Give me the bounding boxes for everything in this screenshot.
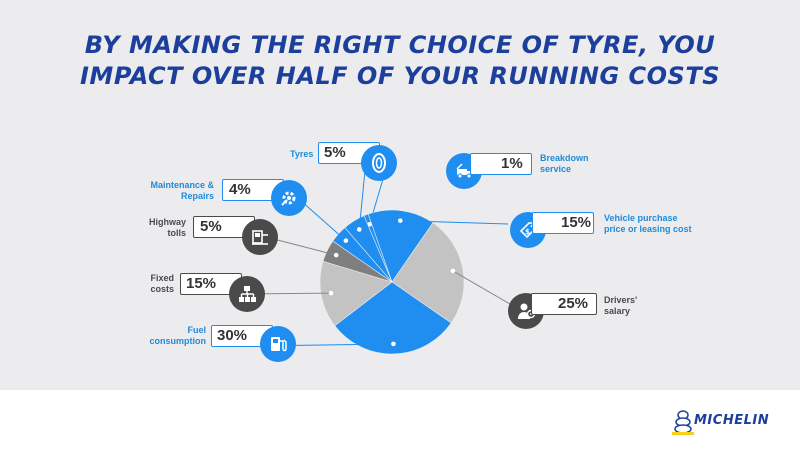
leader-line xyxy=(452,270,511,305)
pct-fixed: 15% xyxy=(186,275,217,292)
pie-slice-tyres xyxy=(344,215,393,283)
callout-drivers: 25% xyxy=(531,293,597,315)
brand-name: MICHELIN xyxy=(694,413,770,428)
callout-fixed: 15% xyxy=(180,273,242,295)
pct-fuel: 30% xyxy=(217,327,248,344)
pct-tolls: 5% xyxy=(200,218,222,235)
leader-dot xyxy=(356,227,362,232)
leader-dot xyxy=(391,341,396,347)
label-vehicle: Vehicle purchase price or leasing cost xyxy=(604,213,692,234)
label-tyres: Tyres xyxy=(290,149,314,159)
leader-dot xyxy=(397,218,403,223)
label-fuel: Fuel consumption xyxy=(149,325,207,346)
fuel-pump-icon xyxy=(260,326,296,362)
tyre-icon xyxy=(361,145,397,181)
leader-dot xyxy=(333,252,339,258)
bibendum-icon xyxy=(672,410,694,435)
leader-line xyxy=(400,220,509,225)
pie-slice-drivers-salary xyxy=(391,222,465,324)
pct-maintenance: 4% xyxy=(229,181,251,198)
callout-breakdown: 1% xyxy=(470,153,532,175)
pie-chart xyxy=(242,159,511,355)
callout-tolls: 5% xyxy=(193,216,255,238)
toll-booth-icon xyxy=(242,219,278,255)
svg-text:$: $ xyxy=(525,228,530,236)
hierarchy-icon xyxy=(229,276,265,312)
label-drivers: Drivers' salary xyxy=(604,295,638,316)
leader-dot xyxy=(367,221,372,227)
label-maintenance: Maintenance & Repairs xyxy=(150,180,214,201)
title-line-2: IMPACT OVER HALF OF YOUR RUNNING COSTS xyxy=(80,62,720,90)
pct-drivers: 25% xyxy=(558,295,589,312)
pie-slice-fixed-costs xyxy=(319,260,393,327)
gear-wrench-icon xyxy=(271,180,307,216)
callout-vehicle: 15% xyxy=(532,212,594,234)
pie-slice-fuel-consumption xyxy=(334,281,452,355)
title-line-1: BY MAKING THE RIGHT CHOICE OF TYRE, YOU xyxy=(84,31,716,59)
label-fixed: Fixed costs xyxy=(150,273,174,294)
leader-dot xyxy=(343,238,349,243)
leader-dot xyxy=(450,268,456,274)
pct-tyres: 5% xyxy=(324,144,346,161)
leader-dot xyxy=(328,290,334,296)
michelin-logo: MICHELIN xyxy=(672,408,784,436)
footer xyxy=(0,390,800,450)
label-tolls: Highway tolls xyxy=(148,217,186,238)
callout-fuel: 30% xyxy=(211,325,273,347)
label-breakdown: Breakdown service xyxy=(540,153,589,174)
pct-breakdown: 1% xyxy=(501,155,523,172)
pct-vehicle: 15% xyxy=(561,214,592,231)
